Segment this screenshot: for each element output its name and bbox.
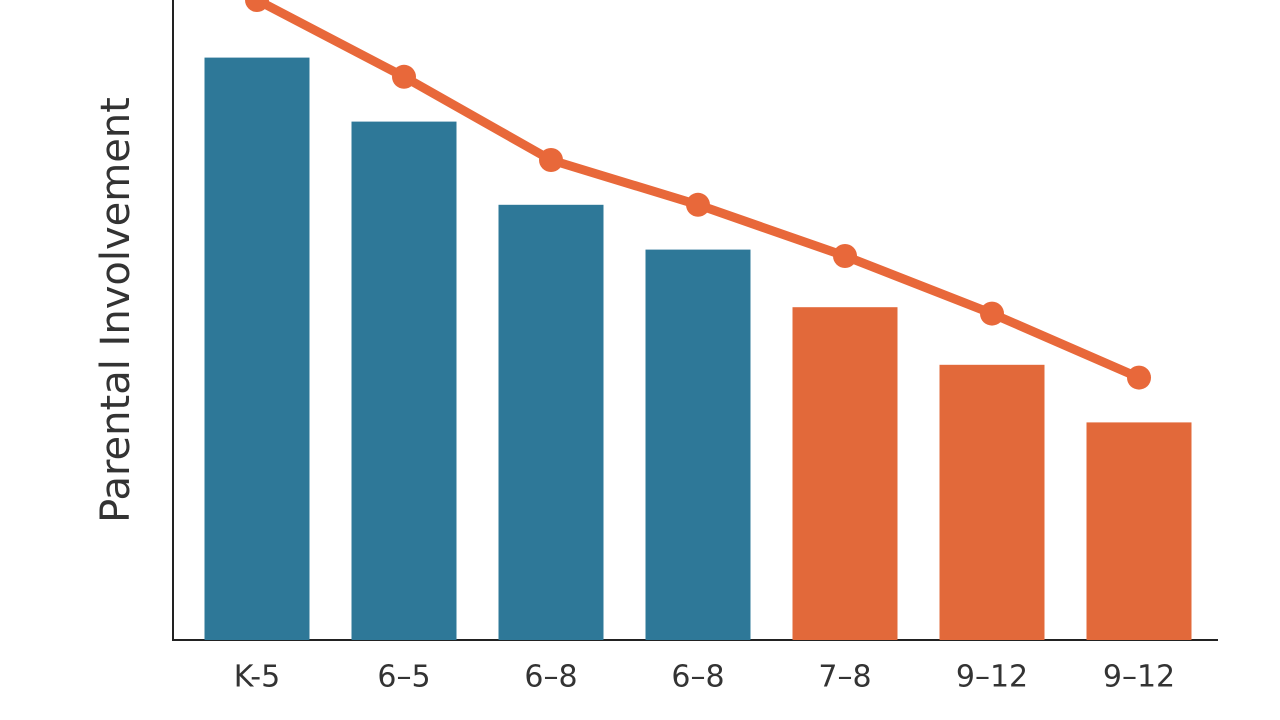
bar [645,249,751,640]
x-tick-label: K-5 [234,660,280,695]
line-point [980,301,1004,326]
bar [792,307,898,640]
bar [1086,422,1192,640]
bar [204,57,310,641]
x-tick-label: 7–8 [818,660,871,695]
x-tick-label: 9–12 [956,660,1028,695]
x-tick-label: 6–8 [524,660,577,695]
x-tick-label: 6–5 [377,660,430,695]
bar [939,364,1045,640]
y-axis-label: Parental Involvement [93,97,139,523]
x-tick-label: 9–12 [1103,660,1175,695]
line-point [1127,365,1151,390]
bar [498,204,604,641]
bar [351,121,457,641]
line-point [392,64,416,89]
x-tick-label: 6–8 [671,660,724,695]
line-point [833,244,857,268]
line-point [686,192,710,217]
line-point [539,148,563,172]
line-point [245,0,269,12]
